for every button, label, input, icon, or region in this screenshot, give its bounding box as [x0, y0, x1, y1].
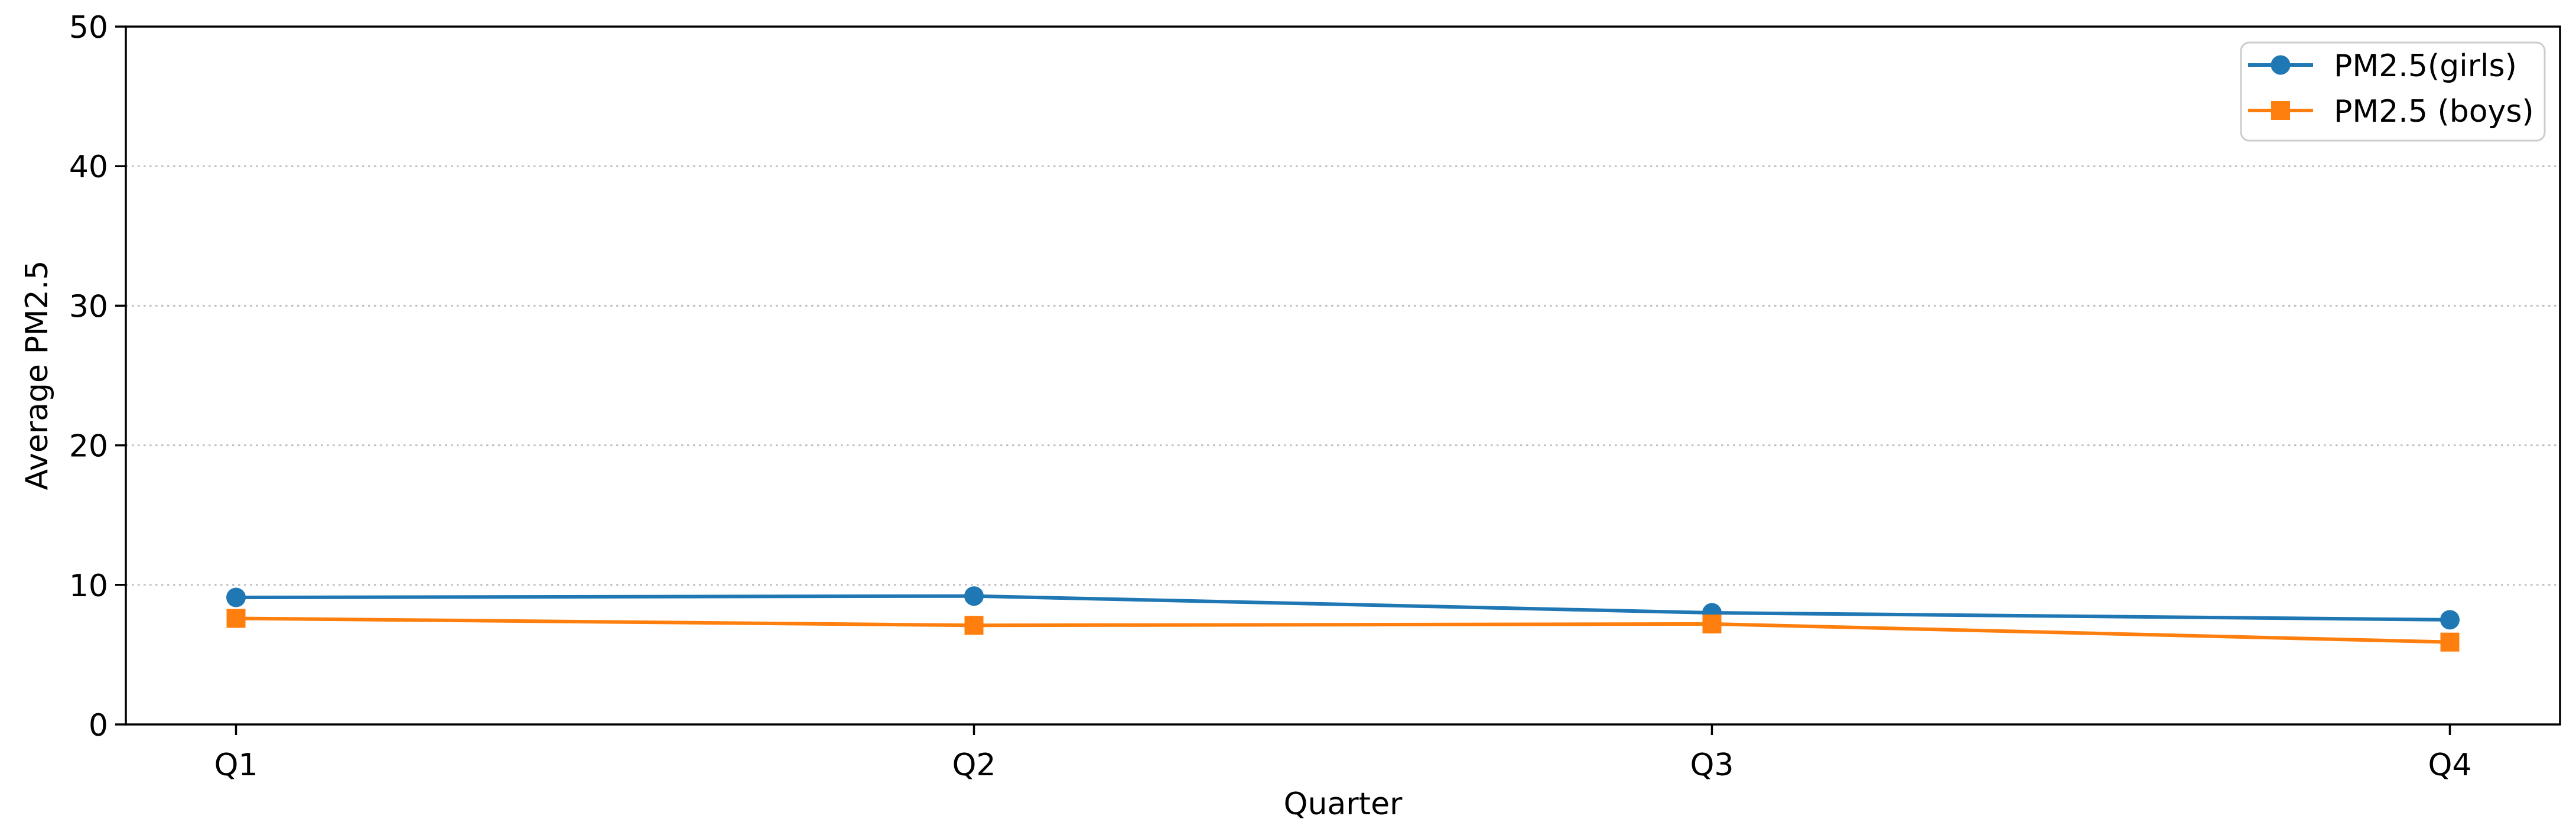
- data-point-marker-legend-0: [2271, 55, 2291, 75]
- y-axis-label: Average PM2.5: [19, 261, 55, 490]
- data-point-marker-1: [226, 609, 246, 628]
- data-point-marker-0: [964, 586, 984, 606]
- data-point-marker-0: [2440, 610, 2460, 630]
- x-tick-label: Q4: [2428, 748, 2471, 783]
- y-tick-label: 40: [69, 150, 108, 185]
- y-tick-labels: 0 10 20 30 40 50: [69, 10, 108, 743]
- data-point-marker-1: [964, 616, 984, 635]
- x-tick-labels: Q1 Q2 Q3 Q4: [214, 748, 2471, 783]
- legend-box: [2240, 41, 2546, 142]
- series-line-0: [236, 594, 2450, 622]
- x-tick-label: Q2: [952, 748, 996, 783]
- series-layer: [226, 586, 2460, 652]
- data-point-marker-1: [2440, 632, 2460, 652]
- gridlines: [126, 165, 2560, 586]
- legend-samples: [2248, 55, 2313, 120]
- data-point-marker-legend-1: [2271, 101, 2290, 120]
- data-point-marker-1: [1702, 614, 1722, 633]
- plot-border: [125, 25, 2561, 726]
- x-tick-label: Q1: [214, 748, 258, 783]
- axis-ticks: [115, 25, 2451, 735]
- y-tick-label: 30: [69, 289, 108, 324]
- legend-label-boys: PM2.5 (boys): [2334, 94, 2534, 129]
- x-tick-label: Q3: [1690, 748, 1733, 783]
- series-1: [226, 609, 2460, 652]
- y-tick-label: 50: [69, 10, 108, 46]
- x-axis-label: Quarter: [1284, 786, 1403, 822]
- y-tick-label: 20: [69, 429, 108, 464]
- legend-label-girls: PM2.5(girls): [2334, 48, 2517, 84]
- y-tick-label: 0: [89, 708, 108, 743]
- series-line-1: [236, 616, 2450, 644]
- data-point-marker-0: [226, 587, 246, 607]
- legend: PM2.5(girls) PM2.5 (boys): [2240, 41, 2546, 142]
- y-tick-label: 10: [69, 568, 108, 604]
